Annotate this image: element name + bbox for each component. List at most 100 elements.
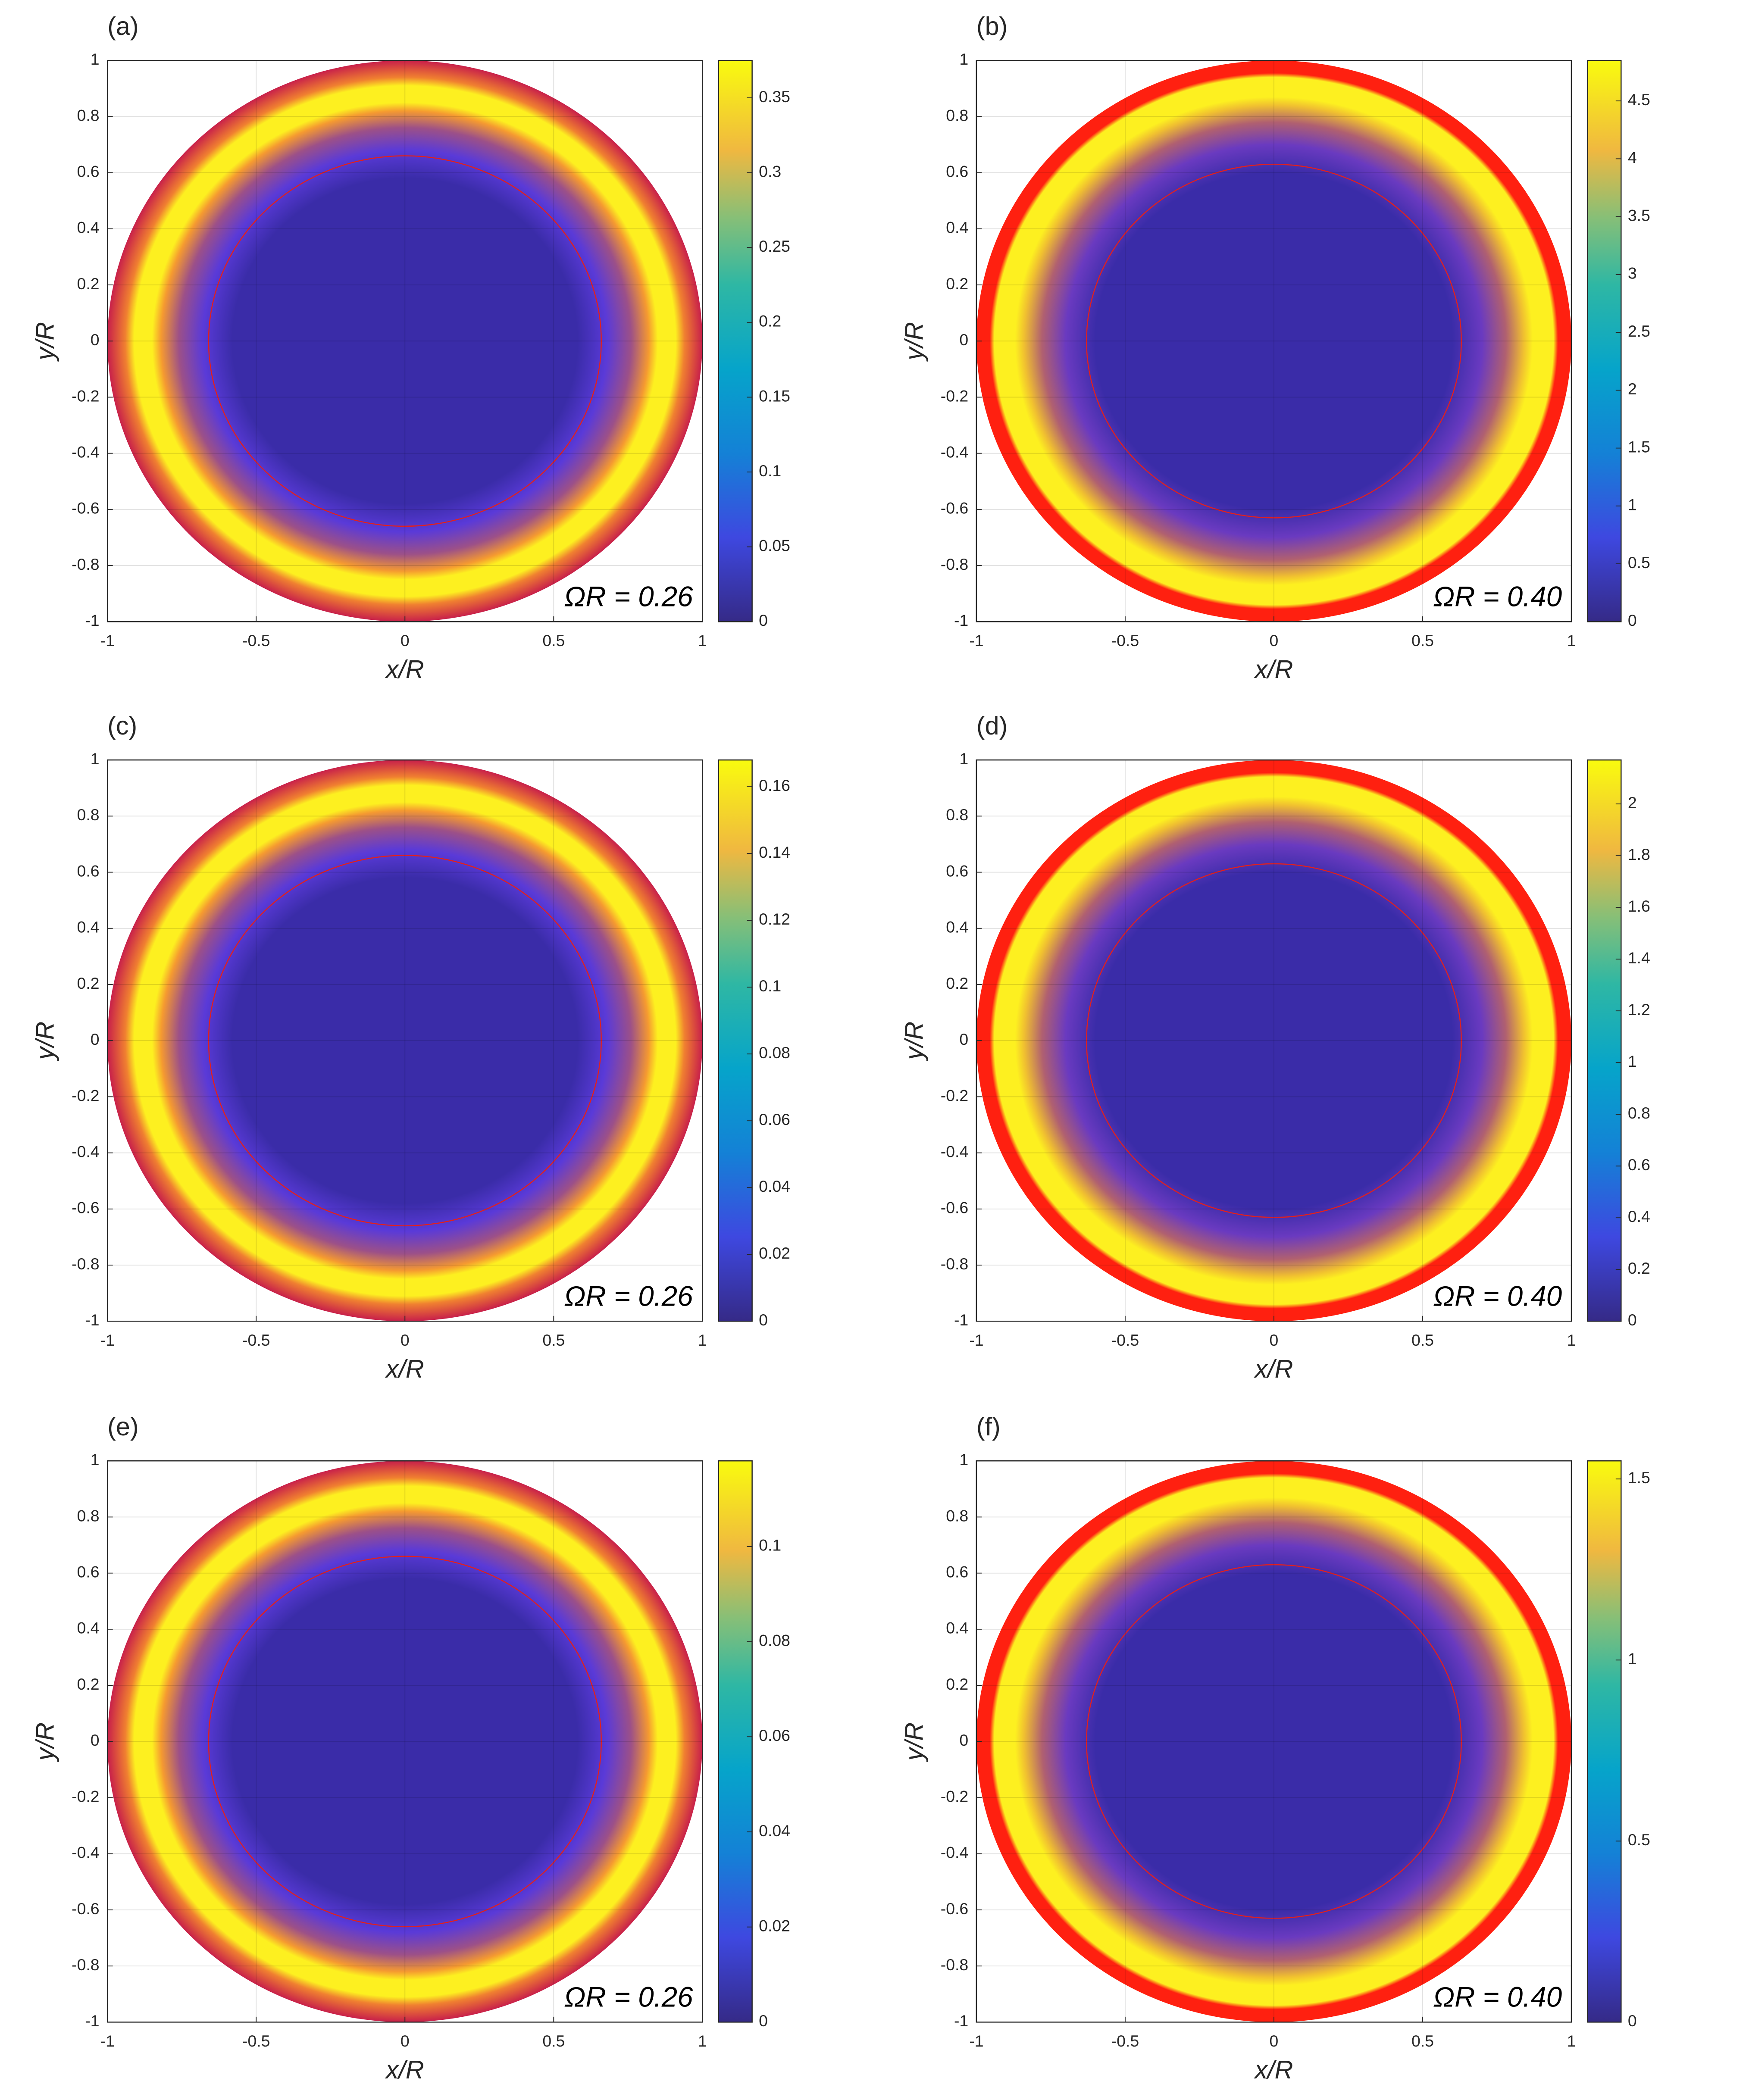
colorbar [1587,59,1622,622]
y-tick-label: -1 [85,2012,99,2030]
y-tick-label: 1 [91,1450,100,1469]
x-axis-label: x/R [385,2055,424,2084]
colorbar-tick-label: 2 [1628,794,1637,812]
colorbar-tick-label: 1 [1628,1650,1637,1668]
x-axis-label: x/R [1254,1354,1293,1383]
colorbar-tick-label: 0 [1628,1311,1637,1329]
y-tick-label: -1 [85,1311,99,1329]
x-tick-label: 0 [1270,1331,1279,1349]
y-tick-label: 0.6 [946,1563,968,1581]
colorbar-tick-label: 0.05 [759,537,790,555]
colorbar-tick-label: 1.8 [1628,845,1650,863]
colorbar-tick-label: 3 [1628,264,1637,282]
y-tick-label: -0.8 [941,1255,968,1273]
y-tick-label: 0.8 [77,806,100,824]
colorbar-tick-label: 0.14 [759,843,790,861]
colorbar-tick-label: 0.1 [759,462,781,480]
y-tick-label: 1 [91,50,100,68]
y-tick-label: -0.2 [72,1086,99,1104]
field-map [976,760,1571,1322]
y-tick-label: -0.6 [941,1199,968,1217]
colorbar [1587,759,1622,1322]
colorbar-tick-label: 0.5 [1628,1831,1650,1849]
colorbar-tick-label: 0 [759,611,768,629]
contour-line [208,155,602,527]
y-tick-label: -0.4 [941,1844,968,1862]
x-tick-label: -1 [969,2032,983,2050]
y-tick-label: 0.2 [946,275,968,293]
colorbar-tick-label: 0.12 [759,910,790,928]
y-tick-label: 0.2 [946,1675,968,1693]
y-axis-label: y/R [31,1022,59,1062]
colorbar-tick-label: 0.6 [1628,1156,1650,1174]
contour-line [208,1556,602,1928]
y-tick-label: -1 [954,2012,968,2030]
y-tick-label: 0 [959,1731,968,1749]
y-tick-label: -0.8 [72,1255,99,1273]
y-tick-label: 0.6 [77,162,100,180]
field-map [107,60,703,622]
y-tick-label: -1 [954,611,968,629]
axes-frame [106,59,703,622]
y-tick-label: -0.2 [941,387,968,405]
y-tick-label: 0 [91,331,100,349]
y-tick-label: 0.4 [946,1619,968,1637]
y-tick-label: 0.4 [946,918,968,936]
colorbar-tick-label: 0.06 [759,1726,790,1744]
y-axis-label: y/R [899,322,928,362]
y-tick-label: 0.8 [946,806,968,824]
y-tick-label: 0.8 [946,1506,968,1525]
x-axis-label: x/R [385,1354,424,1383]
y-tick-label: -0.8 [941,555,968,573]
colorbar-tick-label: 0.04 [759,1822,790,1840]
y-tick-label: -0.8 [72,1956,99,1974]
colorbar-tick-label: 0.4 [1628,1207,1650,1225]
y-tick-label: 0 [91,1731,100,1749]
colorbar-tick-label: 3.5 [1628,206,1650,224]
x-tick-label: 1 [1567,631,1576,650]
field-map [976,1461,1571,2022]
y-axis-label: y/R [31,1722,59,1762]
panel-label: (d) [976,711,1008,740]
field-map [976,60,1571,622]
annotation: ΩR = 0.40 [1433,1981,1562,2013]
x-tick-label: -0.5 [1111,1331,1139,1349]
colorbar-tick-label: 0.16 [759,776,790,794]
colorbar-tick-label: 4.5 [1628,91,1650,109]
y-tick-label: -0.8 [72,555,99,573]
colorbar-tick-label: 1.6 [1628,897,1650,915]
y-tick-label: -0.6 [72,499,99,517]
y-tick-label: -1 [954,1311,968,1329]
y-tick-label: -0.4 [72,443,99,461]
colorbar-tick-label: 1.5 [1628,438,1650,456]
axes-frame [106,759,703,1322]
x-tick-label: -0.5 [242,1331,270,1349]
colorbar-tick-label: 0.06 [759,1110,790,1128]
y-tick-label: 0.4 [946,219,968,237]
y-tick-label: 1 [959,750,968,768]
y-tick-label: 0.8 [77,106,100,124]
colorbar-tick-label: 1.4 [1628,949,1650,967]
x-tick-label: -1 [100,2032,115,2050]
y-tick-label: 1 [91,750,100,768]
colorbar-tick-label: 0.3 [759,162,781,180]
annotation: ΩR = 0.26 [564,1281,693,1312]
colorbar-tick-label: 0.1 [759,977,781,995]
colorbar-tick-label: 1 [1628,496,1637,514]
x-tick-label: 0 [401,1331,410,1349]
colorbar-tick-label: 0.02 [759,1244,790,1262]
y-tick-label: -0.6 [941,1900,968,1918]
y-tick-label: -0.8 [941,1956,968,1974]
y-tick-label: -1 [85,611,99,629]
x-tick-label: 0.5 [542,631,565,650]
colorbar-tick-label: 2 [1628,380,1637,398]
contour-line [1086,863,1462,1218]
colorbar-tick-label: 2.5 [1628,322,1650,340]
colorbar [718,1460,753,2023]
annotation: ΩR = 0.40 [1433,581,1562,612]
x-tick-label: -1 [969,631,983,650]
x-axis-label: x/R [1254,2055,1293,2084]
x-tick-label: -0.5 [242,631,270,650]
y-tick-label: -0.6 [72,1900,99,1918]
